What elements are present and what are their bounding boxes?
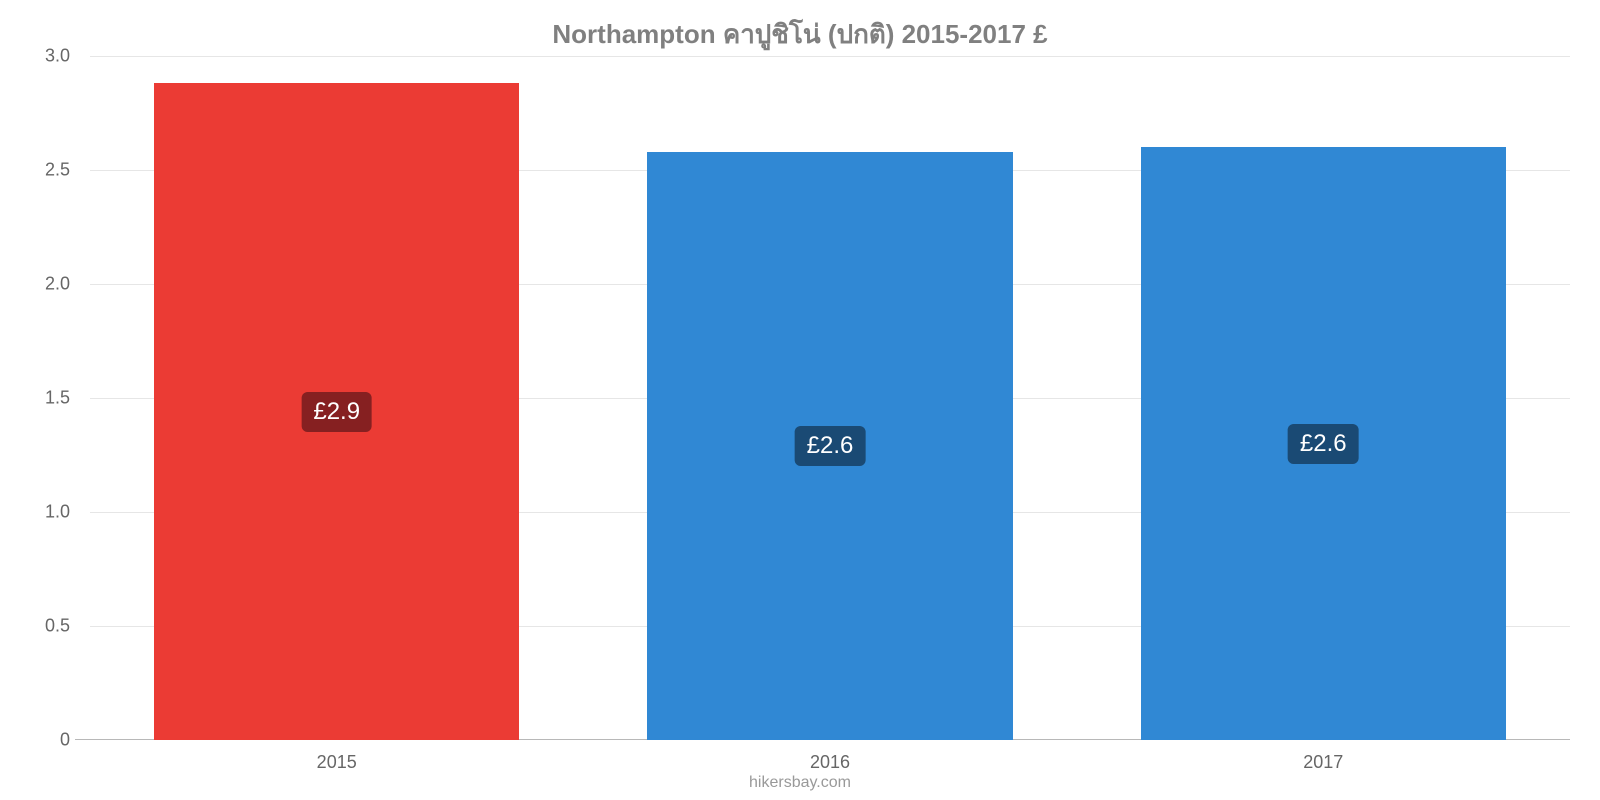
bar-value-label: £2.6 [795,426,866,466]
x-tick-label: 2017 [1303,752,1343,773]
footer-credit: hikersbay.com [0,774,1600,792]
y-tick-label: 1.5 [45,388,70,409]
x-tick-label: 2016 [810,752,850,773]
x-tick-label: 2015 [317,752,357,773]
bar-value-label: £2.9 [301,392,372,432]
plot-area: 00.51.01.52.02.53.0£2.92015£2.62016£2.62… [90,56,1570,740]
y-tick-label: 3.0 [45,46,70,67]
y-tick-label: 2.0 [45,274,70,295]
bar-value-label: £2.6 [1288,424,1359,464]
y-tick-label: 1.0 [45,502,70,523]
y-tick-label: 0 [60,730,70,751]
y-tick-label: 2.5 [45,160,70,181]
chart-container: Northampton คาปูชิโน่ (ปกติ) 2015-2017 £… [0,0,1600,800]
chart-title: Northampton คาปูชิโน่ (ปกติ) 2015-2017 £ [0,14,1600,55]
grid-line [90,56,1570,57]
y-tick-label: 0.5 [45,616,70,637]
